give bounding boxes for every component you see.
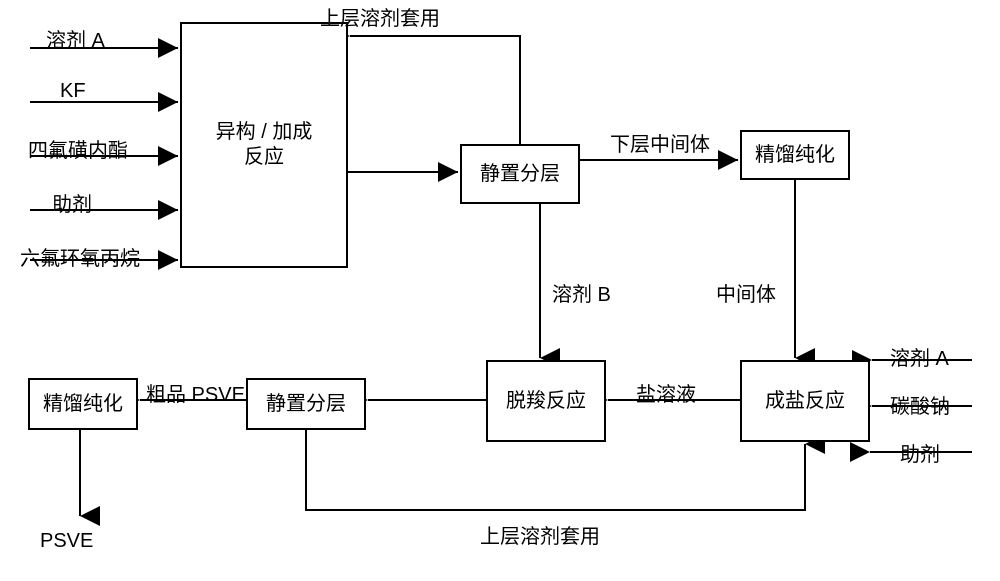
input-hfpo: 六氟环氧丙烷 [20,242,140,271]
input-solvent-a-top: 溶剂 A [46,24,105,53]
label-psve: PSVE [40,530,93,553]
flowchart-canvas: 溶剂 A KF 四氟磺内酯 助剂 六氟环氧丙烷 溶剂 A 碳酸钠 助剂 异构 /… [0,0,1000,581]
label-upper-solvent-reuse-bottom: 上层溶剂套用 [480,520,600,549]
node-distillation-purify-top: 精馏纯化 [740,130,850,180]
input-solvent-a-right: 溶剂 A [890,342,949,371]
label-upper-solvent-reuse-top: 上层溶剂套用 [320,2,440,31]
node-label: 静置分层 [266,392,346,417]
node-isomerization-addition-reaction: 异构 / 加成 反应 [180,22,348,268]
label-salt-solution: 盐溶液 [636,378,696,407]
input-kf: KF [60,80,86,103]
input-auxiliary-top: 助剂 [52,188,92,217]
input-tetrafluoro-sultone: 四氟磺内酯 [28,134,128,163]
label-solvent-b: 溶剂 B [552,278,611,307]
label-lower-intermediate: 下层中间体 [610,128,710,157]
node-settle-layer-bottom: 静置分层 [246,378,366,430]
label-crude-psve: 粗品 PSVE [146,378,245,407]
node-settle-layer-top: 静置分层 [460,144,580,204]
node-label: 异构 / 加成 反应 [216,120,313,170]
node-distillation-purify-bottom: 精馏纯化 [28,378,138,430]
input-auxiliary-right: 助剂 [900,438,940,467]
node-label: 脱羧反应 [506,389,586,414]
node-label: 精馏纯化 [43,392,123,417]
label-intermediate: 中间体 [716,278,776,307]
input-sodium-carbonate: 碳酸钠 [890,390,950,419]
node-label: 精馏纯化 [755,143,835,168]
node-label: 静置分层 [480,162,560,187]
node-label: 成盐反应 [765,389,845,414]
arrow-layer [0,0,1000,581]
node-decarboxylation-reaction: 脱羧反应 [486,360,606,442]
node-salt-formation-reaction: 成盐反应 [740,360,870,442]
